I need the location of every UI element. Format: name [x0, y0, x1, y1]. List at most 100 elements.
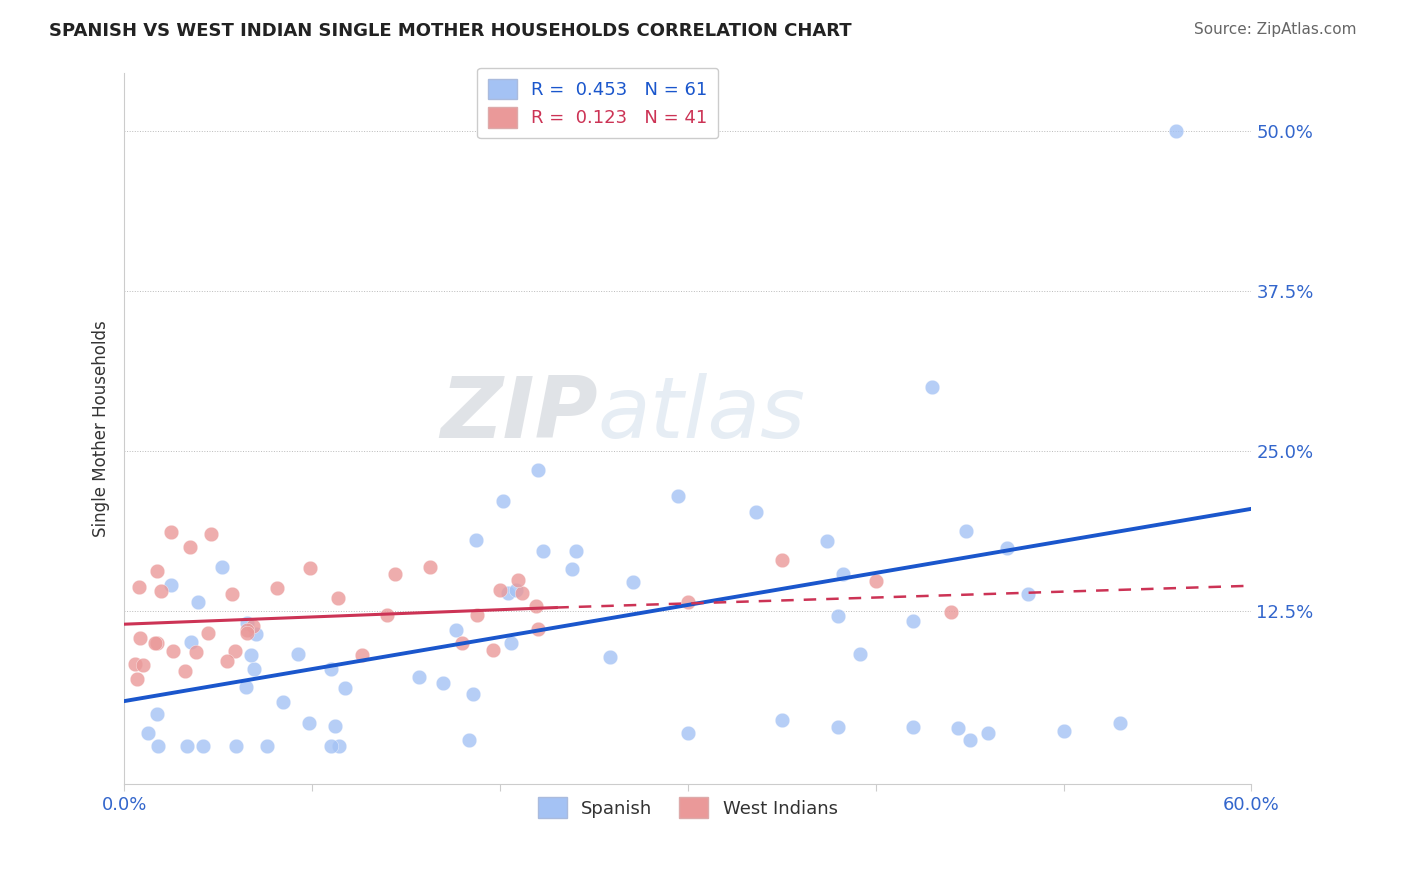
Point	[451, 636, 474, 650]
Point	[128, 580, 150, 594]
Point	[298, 716, 321, 731]
Point	[197, 626, 219, 640]
Point	[384, 566, 406, 581]
Point	[273, 695, 295, 709]
Point	[245, 627, 267, 641]
Point	[849, 647, 872, 661]
Point	[668, 489, 690, 503]
Point	[200, 527, 222, 541]
Point	[160, 524, 183, 539]
Point	[326, 591, 349, 606]
Point	[235, 616, 257, 631]
Point	[124, 657, 146, 672]
Point	[350, 648, 373, 662]
Point	[501, 636, 523, 650]
Point	[492, 494, 515, 508]
Point	[180, 635, 202, 649]
Point	[375, 608, 398, 623]
Point	[159, 578, 181, 592]
Point	[676, 595, 699, 609]
Point	[408, 670, 430, 684]
Point	[444, 624, 467, 638]
Point	[531, 544, 554, 558]
Point	[256, 739, 278, 753]
Point	[325, 718, 347, 732]
Point	[921, 380, 943, 394]
Point	[333, 681, 356, 695]
Point	[131, 658, 153, 673]
Point	[243, 662, 266, 676]
Point	[319, 739, 342, 753]
Point	[621, 575, 644, 590]
Point	[903, 720, 925, 734]
Point	[1109, 715, 1132, 730]
Point	[432, 675, 454, 690]
Point	[815, 534, 838, 549]
Point	[955, 524, 977, 538]
Point	[176, 739, 198, 753]
Point	[832, 567, 855, 582]
Point	[505, 582, 527, 597]
Text: Source: ZipAtlas.com: Source: ZipAtlas.com	[1194, 22, 1357, 37]
Text: atlas: atlas	[598, 373, 806, 456]
Point	[211, 559, 233, 574]
Point	[266, 581, 288, 595]
Point	[526, 463, 548, 477]
Point	[561, 561, 583, 575]
Point	[125, 672, 148, 686]
Point	[827, 608, 849, 623]
Point	[1052, 723, 1074, 738]
Point	[150, 584, 173, 599]
Point	[770, 714, 793, 728]
Point	[217, 654, 239, 668]
Point	[221, 587, 243, 601]
Text: SPANISH VS WEST INDIAN SINGLE MOTHER HOUSEHOLDS CORRELATION CHART: SPANISH VS WEST INDIAN SINGLE MOTHER HOU…	[49, 22, 852, 40]
Point	[1166, 123, 1188, 137]
Point	[599, 650, 621, 665]
Point	[236, 625, 259, 640]
Point	[959, 732, 981, 747]
Point	[489, 582, 512, 597]
Point	[240, 648, 263, 662]
Point	[162, 643, 184, 657]
Point	[903, 615, 925, 629]
Point	[419, 559, 441, 574]
Point	[946, 721, 969, 735]
Point	[463, 687, 485, 701]
Point	[526, 622, 548, 636]
Point	[995, 541, 1018, 555]
Point	[328, 739, 350, 753]
Point	[510, 586, 533, 600]
Point	[1017, 587, 1039, 601]
Point	[235, 680, 257, 694]
Legend: Spanish, West Indians: Spanish, West Indians	[530, 790, 845, 825]
Point	[224, 644, 246, 658]
Point	[298, 561, 321, 575]
Point	[565, 543, 588, 558]
Point	[770, 553, 793, 567]
Point	[191, 739, 214, 753]
Point	[977, 726, 1000, 740]
Point	[676, 726, 699, 740]
Point	[179, 541, 201, 555]
Point	[143, 636, 166, 650]
Point	[145, 706, 167, 721]
Point	[225, 739, 247, 753]
Point	[482, 643, 505, 657]
Point	[236, 624, 259, 638]
Point	[184, 645, 207, 659]
Point	[464, 533, 486, 547]
Point	[319, 662, 342, 676]
Point	[744, 505, 766, 519]
Point	[287, 647, 309, 661]
Point	[136, 726, 159, 740]
Point	[242, 619, 264, 633]
Point	[865, 574, 887, 588]
Point	[146, 739, 169, 753]
Point	[467, 608, 489, 623]
Point	[827, 720, 849, 734]
Point	[458, 733, 481, 747]
Text: ZIP: ZIP	[440, 373, 598, 456]
Point	[496, 586, 519, 600]
Point	[524, 599, 547, 613]
